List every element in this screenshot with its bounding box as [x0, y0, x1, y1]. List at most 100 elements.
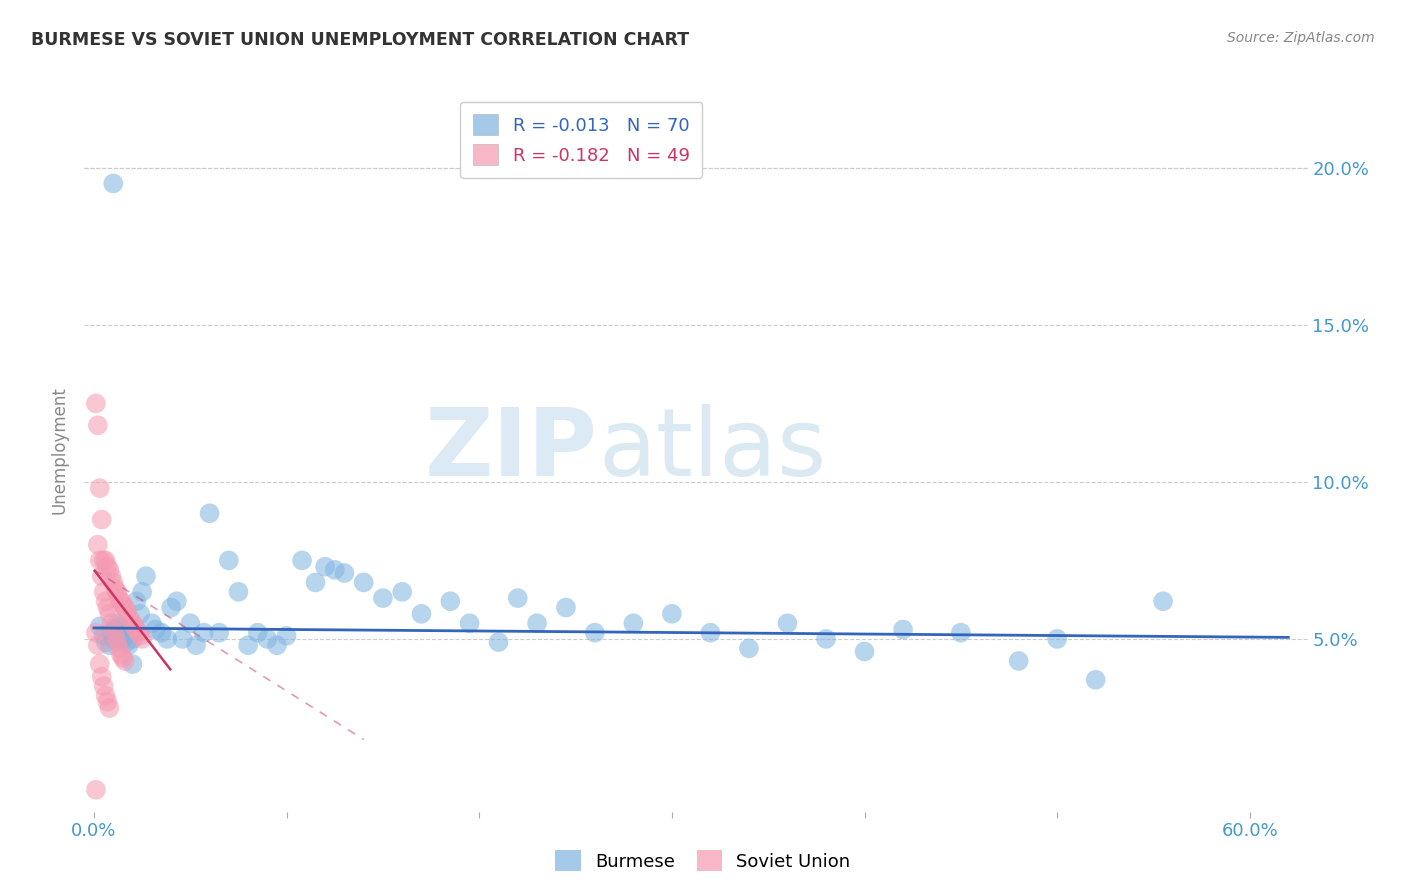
Point — [87, 418, 110, 433]
Point — [94, 553, 117, 567]
Point — [156, 632, 179, 646]
Point — [98, 638, 121, 652]
Point — [110, 625, 132, 640]
Point — [323, 563, 346, 577]
Point — [103, 177, 125, 191]
Point — [131, 584, 153, 599]
Text: atlas: atlas — [598, 404, 827, 497]
Point — [127, 625, 149, 640]
Point — [699, 625, 721, 640]
Point — [120, 625, 142, 640]
Point — [458, 616, 481, 631]
Point — [104, 629, 127, 643]
Point — [135, 569, 157, 583]
Point — [145, 623, 167, 637]
Point — [555, 600, 578, 615]
Point — [96, 559, 118, 574]
Point — [90, 670, 112, 684]
Point — [98, 607, 121, 621]
Point — [131, 632, 153, 646]
Point — [104, 623, 127, 637]
Point — [94, 594, 117, 608]
Point — [121, 616, 143, 631]
Point — [488, 635, 510, 649]
Point — [103, 575, 125, 590]
Point — [87, 538, 110, 552]
Point — [814, 632, 837, 646]
Point — [103, 632, 125, 646]
Point — [94, 689, 117, 703]
Point — [111, 598, 134, 612]
Point — [93, 553, 115, 567]
Point — [129, 607, 152, 621]
Point — [120, 613, 142, 627]
Point — [87, 638, 110, 652]
Point — [179, 616, 201, 631]
Point — [949, 625, 972, 640]
Point — [84, 782, 107, 797]
Point — [98, 563, 121, 577]
Point — [353, 575, 375, 590]
Point — [125, 594, 148, 608]
Point — [198, 506, 221, 520]
Point — [160, 600, 183, 615]
Point — [776, 616, 799, 631]
Point — [94, 635, 117, 649]
Point — [118, 610, 141, 624]
Point — [111, 650, 134, 665]
Point — [90, 569, 112, 583]
Point — [98, 701, 121, 715]
Point — [90, 512, 112, 526]
Point — [118, 638, 141, 652]
Point — [93, 679, 115, 693]
Point — [115, 635, 138, 649]
Point — [105, 635, 128, 649]
Point — [228, 584, 250, 599]
Point — [108, 641, 131, 656]
Point — [208, 625, 231, 640]
Point — [100, 569, 122, 583]
Point — [506, 591, 529, 606]
Point — [89, 657, 111, 671]
Point — [1007, 654, 1029, 668]
Point — [125, 623, 148, 637]
Point — [150, 625, 173, 640]
Point — [314, 559, 336, 574]
Point — [105, 616, 128, 631]
Point — [115, 604, 138, 618]
Point — [96, 600, 118, 615]
Point — [661, 607, 683, 621]
Point — [172, 632, 194, 646]
Point — [256, 632, 278, 646]
Point — [333, 566, 356, 580]
Point — [371, 591, 394, 606]
Legend: R = -0.013   N = 70, R = -0.182   N = 49: R = -0.013 N = 70, R = -0.182 N = 49 — [460, 102, 703, 178]
Point — [111, 632, 134, 646]
Point — [89, 619, 111, 633]
Point — [141, 616, 163, 631]
Point — [166, 594, 188, 608]
Point — [621, 616, 644, 631]
Point — [93, 629, 115, 643]
Point — [738, 641, 761, 656]
Point — [583, 625, 606, 640]
Point — [100, 625, 122, 640]
Point — [291, 553, 314, 567]
Point — [84, 396, 107, 410]
Text: BURMESE VS SOVIET UNION UNEMPLOYMENT CORRELATION CHART: BURMESE VS SOVIET UNION UNEMPLOYMENT COR… — [31, 31, 689, 49]
Point — [129, 629, 152, 643]
Point — [1084, 673, 1107, 687]
Point — [114, 600, 136, 615]
Point — [93, 584, 115, 599]
Point — [276, 629, 298, 643]
Point — [108, 591, 131, 606]
Point — [124, 619, 146, 633]
Point — [304, 575, 326, 590]
Point — [114, 629, 136, 643]
Point — [103, 623, 125, 637]
Point — [266, 638, 288, 652]
Point — [89, 481, 111, 495]
Y-axis label: Unemployment: Unemployment — [51, 386, 69, 515]
Legend: Burmese, Soviet Union: Burmese, Soviet Union — [548, 843, 858, 879]
Point — [1046, 632, 1069, 646]
